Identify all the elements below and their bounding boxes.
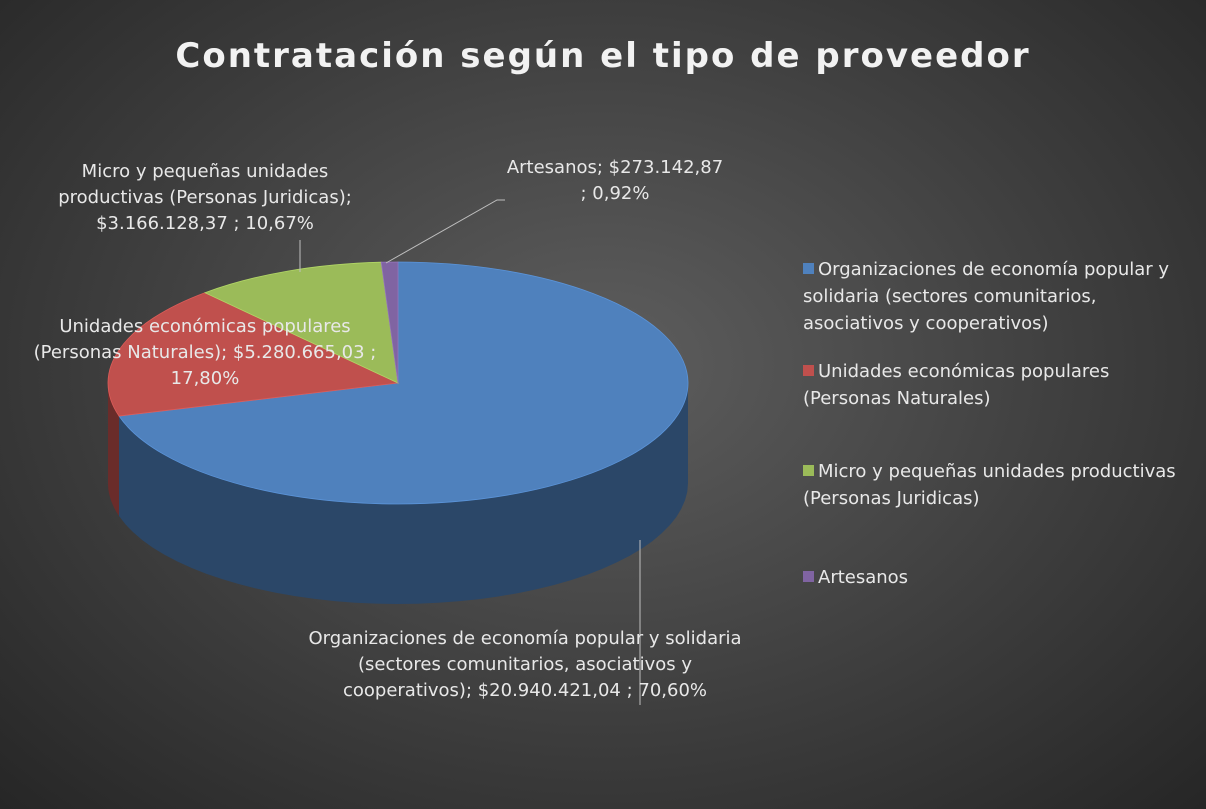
- pie-slice: [107, 292, 400, 417]
- pie-slice: [203, 261, 399, 384]
- chart-title: Contratación según el tipo de proveedor: [175, 36, 1031, 76]
- legend-swatch: [803, 571, 814, 582]
- leader-line: [385, 199, 505, 264]
- pie-side: [119, 383, 688, 604]
- data-label: Micro y pequeñas unidades productivas (P…: [58, 161, 352, 234]
- legend-swatch: [803, 365, 814, 376]
- legend-entry: Organizaciones de economía popular y sol…: [803, 256, 1188, 337]
- legend-entry: Artesanos: [803, 564, 1188, 591]
- data-label: Artesanos; $273.142,87 ; 0,92%: [506, 157, 724, 204]
- legend-entry: Unidades económicas populares (Personas …: [803, 358, 1188, 412]
- legend-label: Artesanos: [818, 567, 909, 588]
- legend-label: Unidades económicas populares (Personas …: [803, 361, 1110, 409]
- legend-entry: Micro y pequeñas unidades productivas (P…: [803, 458, 1188, 512]
- pie-side: [108, 383, 119, 516]
- legend-swatch: [803, 263, 814, 274]
- legend-swatch: [803, 465, 814, 476]
- data-label: Unidades económicas populares (Personas …: [33, 316, 377, 389]
- legend-label: Organizaciones de economía popular y sol…: [803, 259, 1170, 334]
- legend-label: Micro y pequeñas unidades productivas (P…: [803, 461, 1176, 509]
- pie-slice: [118, 261, 689, 505]
- data-label: Organizaciones de economía popular y sol…: [308, 628, 742, 701]
- pie-slice: [380, 261, 399, 384]
